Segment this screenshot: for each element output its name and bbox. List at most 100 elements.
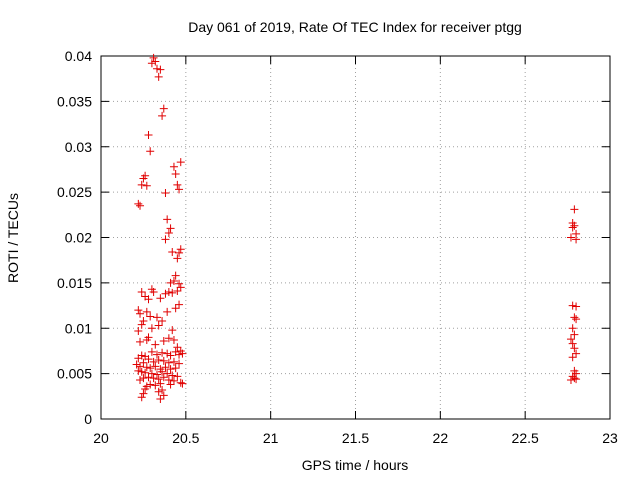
data-point	[154, 356, 163, 365]
data-point	[142, 363, 151, 372]
x-tick-label: 22.5	[512, 430, 539, 446]
data-point	[154, 375, 163, 384]
data-point	[570, 313, 579, 322]
data-point	[572, 302, 581, 311]
data-point	[175, 279, 184, 288]
data-point	[163, 307, 172, 316]
data-point	[164, 334, 173, 343]
data-point	[139, 389, 148, 398]
data-point	[163, 215, 172, 224]
y-tick-label: 0.04	[65, 48, 92, 64]
data-point	[156, 294, 165, 303]
data-point	[159, 373, 168, 382]
data-point	[169, 336, 178, 345]
data-point	[158, 111, 167, 120]
data-point	[164, 287, 173, 296]
data-point	[568, 223, 577, 232]
data-point	[146, 147, 155, 156]
x-tick-labels: 20 20.5 21 21.5 22 22.5 23	[93, 430, 618, 446]
data-point	[166, 224, 175, 233]
data-point	[568, 324, 577, 333]
data-point	[176, 245, 185, 254]
data-point	[173, 287, 182, 296]
x-tick-label: 21	[263, 430, 279, 446]
data-point	[137, 393, 146, 402]
y-tick-label: 0.01	[65, 320, 92, 336]
data-point	[156, 395, 165, 404]
data-point	[572, 235, 581, 244]
data-point	[154, 387, 163, 396]
data-point	[136, 362, 145, 371]
data-point	[568, 339, 577, 348]
data-point	[163, 349, 172, 358]
data-point	[158, 316, 167, 325]
data-point	[173, 254, 182, 263]
data-point	[141, 385, 150, 394]
data-point	[137, 287, 146, 296]
data-point	[570, 221, 579, 230]
data-point	[146, 364, 155, 373]
data-point	[570, 330, 579, 339]
data-point	[147, 59, 156, 68]
data-point	[171, 304, 180, 313]
data-point	[163, 369, 172, 378]
y-tick-label: 0.03	[65, 139, 92, 155]
data-point	[568, 301, 577, 310]
data-point	[152, 313, 161, 322]
data-point	[147, 369, 156, 378]
data-point	[144, 130, 153, 139]
data-point	[570, 344, 579, 353]
data-point	[572, 315, 581, 324]
y-tick-label: 0.015	[57, 275, 92, 291]
data-point	[152, 350, 161, 359]
data-point	[158, 367, 167, 376]
data-point	[142, 307, 151, 316]
data-point	[570, 374, 579, 383]
data-point	[144, 373, 153, 382]
data-point	[169, 277, 178, 286]
data-point	[173, 343, 182, 352]
x-axis-label: GPS time / hours	[302, 457, 409, 473]
data-point	[171, 169, 180, 178]
data-point	[176, 283, 185, 292]
data-point	[142, 181, 151, 190]
data-point	[176, 158, 185, 167]
data-point	[159, 356, 168, 365]
data-point	[175, 185, 184, 194]
data-point	[146, 380, 155, 389]
data-point	[164, 375, 173, 384]
data-point	[139, 358, 148, 367]
data-point	[171, 347, 180, 356]
data-point	[152, 370, 161, 379]
data-point	[566, 233, 575, 242]
data-points	[132, 53, 581, 404]
data-point	[134, 199, 143, 208]
data-point	[139, 174, 148, 183]
data-point	[166, 351, 175, 360]
y-tick-label: 0.035	[57, 93, 92, 109]
axis-ticks	[100, 55, 611, 420]
data-point	[168, 288, 177, 297]
data-point	[149, 357, 158, 366]
data-point	[151, 381, 160, 390]
data-point	[151, 362, 160, 371]
data-point	[137, 320, 146, 329]
data-point	[572, 375, 581, 384]
x-tick-label: 20	[93, 430, 109, 446]
data-point	[173, 372, 182, 381]
data-point	[137, 367, 146, 376]
data-point	[161, 235, 170, 244]
data-point	[154, 321, 163, 330]
data-point	[134, 354, 143, 363]
data-point	[159, 104, 168, 113]
data-point	[173, 180, 182, 189]
data-point	[142, 336, 151, 345]
data-point	[158, 385, 167, 394]
data-point	[175, 248, 184, 257]
data-point	[149, 374, 158, 383]
data-point	[164, 358, 173, 367]
data-point	[566, 375, 575, 384]
data-point	[161, 363, 170, 372]
data-point	[171, 364, 180, 373]
data-point	[151, 340, 160, 349]
